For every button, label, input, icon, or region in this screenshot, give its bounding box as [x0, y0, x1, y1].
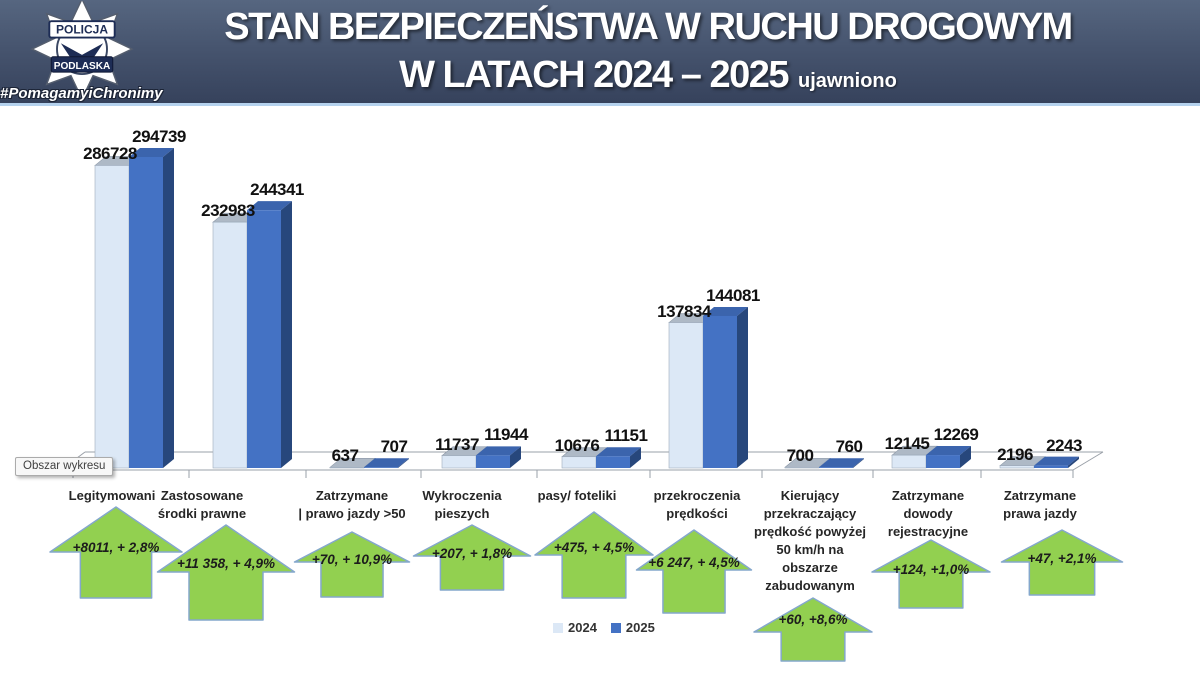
increase-arrow-icon — [635, 529, 753, 614]
bar-2025 — [476, 455, 510, 468]
chart-legend: 2024 2025 — [553, 620, 655, 635]
police-podlaska-logo: POLICJA PODLASKA — [30, 1, 134, 101]
bar-2025-top — [364, 458, 409, 468]
bar-2024 — [329, 467, 365, 469]
bar-2025-side — [1068, 456, 1079, 468]
bar-2025 — [247, 210, 281, 468]
legend-swatch-2024-icon — [553, 622, 563, 633]
bar-2025-top — [1034, 456, 1079, 466]
title-suffix: ujawniono — [797, 70, 897, 92]
bar-2024 — [561, 456, 597, 469]
title-line1: STAN BEZPIECZEŃSTWA W RUCHU DROGOWYM — [224, 6, 1073, 48]
bar-2025 — [129, 157, 163, 468]
bar-2025-side — [163, 148, 174, 468]
legend-label-2025: 2025 — [625, 620, 655, 635]
bar-2024 — [999, 465, 1035, 469]
increase-arrow-icon — [412, 524, 532, 591]
bar-2025 — [1034, 465, 1068, 468]
bar-2025 — [596, 456, 630, 468]
floor-right-edge — [1072, 451, 1104, 471]
bar-2024 — [891, 454, 927, 469]
header-banner: POLICJA PODLASKA STAN BEZPIECZEŃSTWA W R… — [0, 0, 1200, 106]
title-line2: W LATACH 2024 – 2025 ujawniono — [399, 54, 897, 96]
logo-podlaska-text: PODLASKA — [54, 61, 111, 72]
bar-2024 — [668, 322, 704, 469]
bar-2025-side — [737, 306, 748, 468]
legend-label-2024: 2024 — [568, 620, 597, 635]
bar-2025 — [926, 455, 960, 468]
bar-2025 — [819, 467, 853, 468]
bar-2025-side — [630, 447, 641, 468]
bar-2025-side — [853, 458, 864, 468]
bar-2024 — [441, 455, 477, 469]
bar-2025-top — [703, 306, 748, 316]
bar-2025-top — [129, 148, 174, 157]
increase-arrow-icon — [156, 524, 296, 621]
bar-2025-side — [398, 458, 409, 468]
legend-swatch-2025-icon — [610, 622, 621, 633]
bar-2025-side — [510, 446, 521, 468]
bar-2025-top — [596, 447, 641, 457]
increase-arrow-icon — [293, 531, 411, 598]
legend-item-2024: 2024 — [553, 620, 597, 635]
bar-2025-side — [281, 201, 292, 468]
bar-2025-top — [247, 201, 292, 211]
increase-arrow-icon — [534, 511, 654, 599]
logo-policja-text: POLICJA — [56, 23, 108, 37]
bar-2025-top — [819, 458, 864, 468]
bar-2024 — [212, 221, 248, 469]
bar-2025-side — [960, 446, 971, 468]
legend-item-2025: 2025 — [610, 620, 655, 635]
bar-2024 — [784, 466, 820, 469]
hashtag-pomagamy-i-chronimy: #PomagamyiChronimy — [0, 85, 163, 102]
bar-2025-top — [926, 446, 971, 456]
increase-arrow-icon — [871, 539, 991, 609]
increase-arrow-icon — [753, 597, 873, 662]
bar-2025 — [364, 467, 398, 468]
chart-area-tooltip: Obszar wykresu — [15, 457, 114, 476]
increase-arrow-icon — [1000, 529, 1124, 596]
page-title: STAN BEZPIECZEŃSTWA W RUCHU DROGOWYM W L… — [168, 2, 1128, 104]
bar-2025 — [703, 315, 737, 468]
increase-arrow-icon — [49, 506, 183, 599]
bar-2025-top — [476, 446, 521, 456]
bar-2024 — [94, 165, 130, 469]
